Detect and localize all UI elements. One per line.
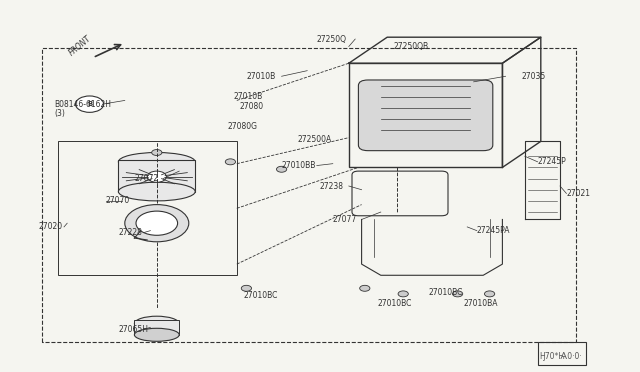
Text: 27020: 27020 — [38, 222, 63, 231]
Ellipse shape — [118, 182, 195, 201]
Ellipse shape — [125, 205, 189, 242]
Text: 27077: 27077 — [333, 215, 357, 224]
Text: 27080G: 27080G — [227, 122, 257, 131]
Text: 27250QB: 27250QB — [394, 42, 429, 51]
Bar — [118, 160, 195, 192]
Text: 27010BB: 27010BB — [282, 161, 316, 170]
Circle shape — [241, 285, 252, 291]
Circle shape — [76, 96, 104, 112]
Text: 27010BA: 27010BA — [464, 299, 499, 308]
Text: 27010B: 27010B — [234, 92, 263, 101]
Text: B08146-6162H: B08146-6162H — [54, 100, 111, 109]
FancyBboxPatch shape — [358, 80, 493, 151]
Text: 27070: 27070 — [106, 196, 130, 205]
Text: 27245P: 27245P — [538, 157, 566, 166]
Text: 272500A: 272500A — [298, 135, 332, 144]
Ellipse shape — [136, 211, 178, 235]
Text: 27080: 27080 — [240, 102, 264, 110]
Circle shape — [398, 291, 408, 297]
Text: FRONT: FRONT — [67, 34, 93, 58]
Ellipse shape — [134, 316, 179, 331]
Text: 27035: 27035 — [522, 72, 546, 81]
Text: 27072: 27072 — [134, 174, 159, 183]
Circle shape — [147, 171, 166, 182]
Bar — [134, 320, 179, 335]
Text: 27010BC: 27010BC — [429, 288, 463, 296]
Text: 27250Q: 27250Q — [317, 35, 347, 44]
Text: 27010BC: 27010BC — [378, 299, 412, 308]
Text: 27065H: 27065H — [118, 325, 148, 334]
Text: B: B — [87, 101, 92, 107]
Bar — [349, 63, 502, 167]
Text: 27228: 27228 — [118, 228, 142, 237]
Text: 27245PA: 27245PA — [477, 226, 510, 235]
Ellipse shape — [118, 153, 195, 171]
Circle shape — [452, 291, 463, 297]
Bar — [538, 342, 586, 365]
Circle shape — [225, 159, 236, 165]
Circle shape — [276, 166, 287, 172]
Text: (3): (3) — [54, 109, 65, 118]
Text: 27238: 27238 — [320, 182, 344, 190]
Circle shape — [152, 150, 162, 155]
Circle shape — [360, 285, 370, 291]
Text: Ӈ70*Ѩ0·0·: Ӈ70*Ѩ0·0· — [540, 352, 582, 361]
Bar — [58, 141, 237, 275]
Text: 27010B: 27010B — [246, 72, 276, 81]
Ellipse shape — [134, 328, 179, 341]
Circle shape — [484, 291, 495, 297]
Text: 27021: 27021 — [566, 189, 590, 198]
Text: 27010BC: 27010BC — [243, 291, 278, 300]
